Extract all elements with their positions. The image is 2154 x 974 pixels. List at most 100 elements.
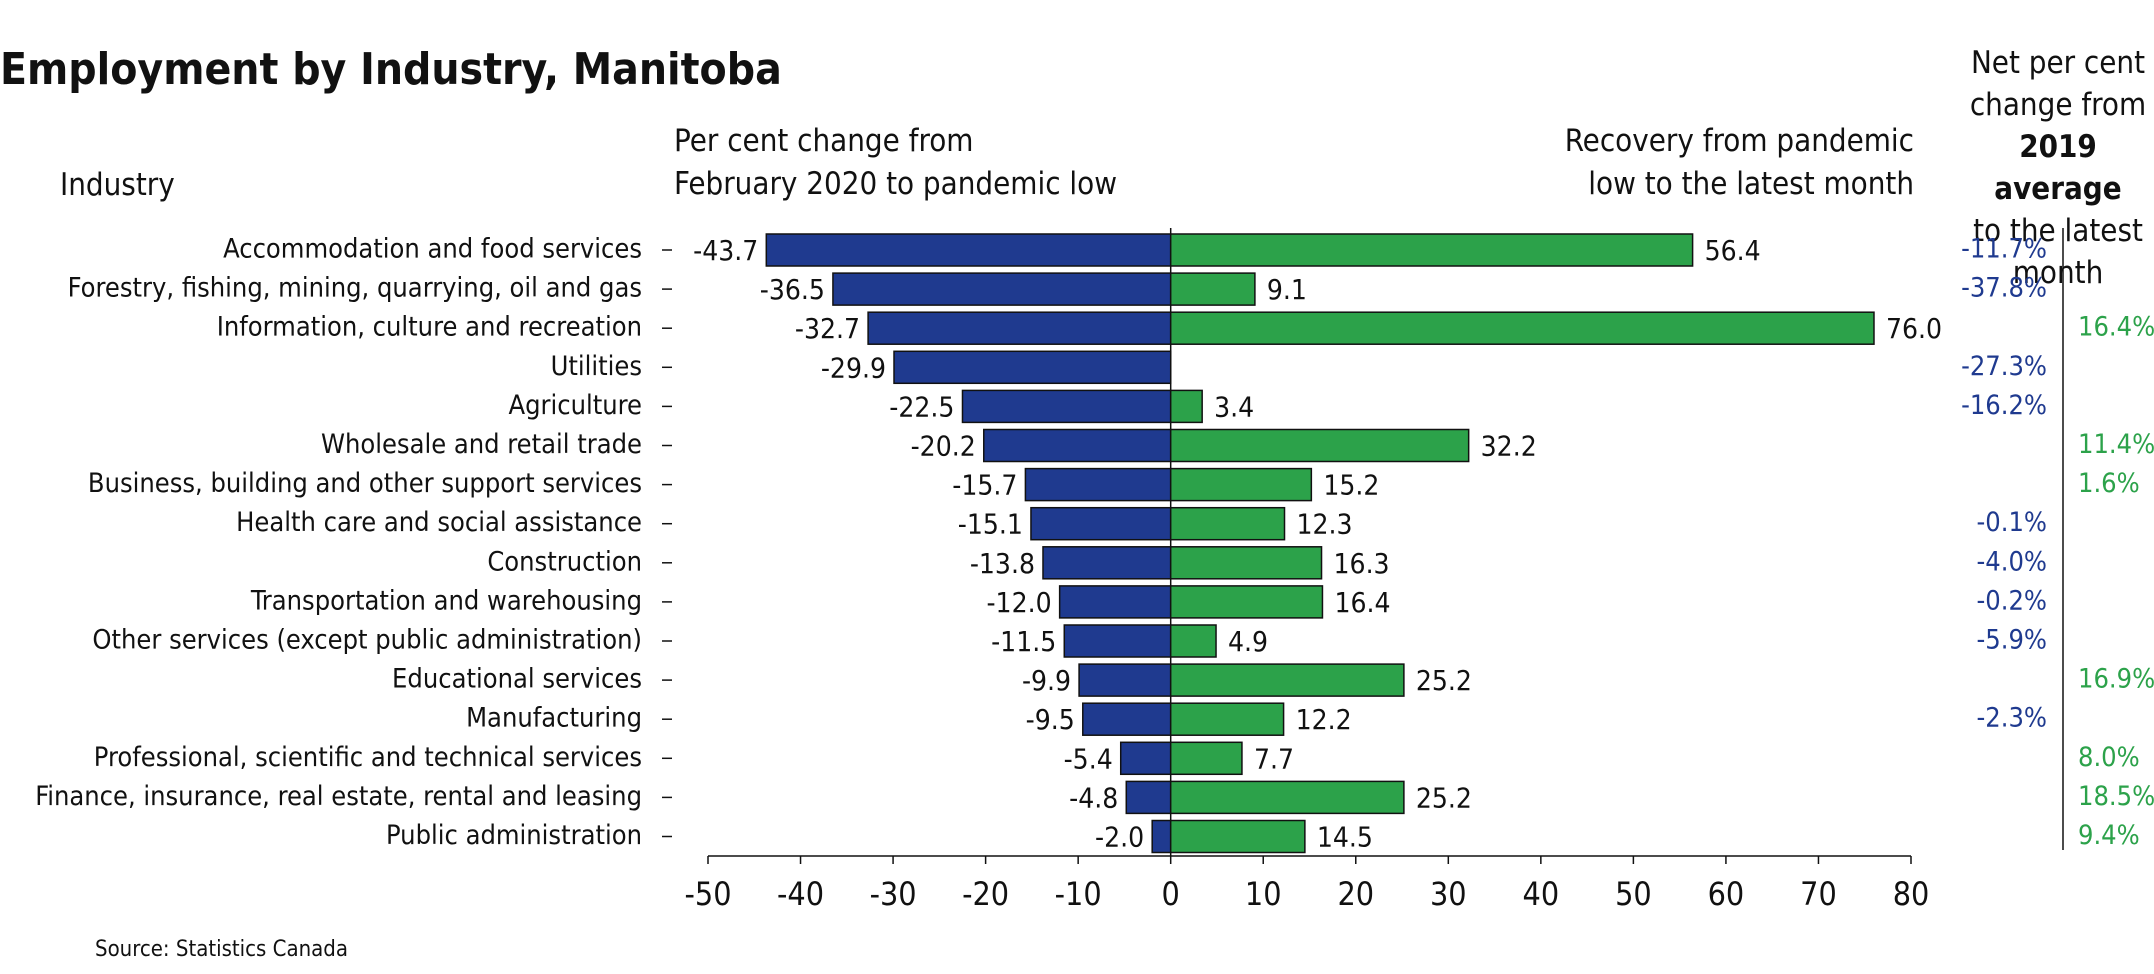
bar	[1082, 702, 1172, 736]
net-change-label: -16.2%	[1961, 390, 2047, 421]
net-change-label: 16.4%	[2078, 312, 2154, 343]
value-label: -20.2	[911, 430, 976, 463]
net-change-label: -5.9%	[1977, 625, 2047, 656]
category-label: Business, building and other support ser…	[88, 468, 642, 499]
value-label: -36.5	[760, 273, 825, 306]
bar	[1024, 467, 1172, 502]
x-tick-label: 10	[1245, 875, 1282, 913]
value-label: 16.3	[1334, 547, 1390, 580]
x-tick-label: -10	[1055, 875, 1102, 913]
bar	[867, 311, 1172, 345]
category-label: Health care and social assistance	[236, 507, 642, 538]
category-label: Information, culture and recreation	[217, 312, 642, 343]
value-label: -9.5	[1026, 703, 1075, 736]
value-label: 15.2	[1323, 469, 1379, 502]
series-header: Recovery from pandemic low to the latest…	[1564, 123, 1914, 202]
value-label: 14.5	[1317, 821, 1373, 854]
net-change-label: -2.3%	[1977, 703, 2047, 734]
x-tick-label: -20	[962, 875, 1009, 913]
bar	[1169, 780, 1405, 815]
value-label: 9.1	[1267, 273, 1307, 306]
category-label: Other services (except public administra…	[92, 625, 642, 656]
net-change-label: 18.5%	[2078, 781, 2154, 812]
x-tick-label: -50	[684, 875, 731, 913]
net-change-label: 9.4%	[2078, 820, 2140, 851]
net-change-label: -37.8%	[1961, 273, 2047, 304]
value-label: 3.4	[1214, 390, 1254, 423]
category-label: Utilities	[551, 351, 642, 382]
value-label: -29.9	[821, 351, 886, 384]
category-label: Accommodation and food services	[223, 234, 642, 265]
value-label: 32.2	[1481, 430, 1537, 463]
value-label: -9.9	[1022, 664, 1071, 697]
value-label: 56.4	[1705, 234, 1761, 267]
category-label: Agriculture	[508, 390, 642, 421]
value-label: -12.0	[986, 586, 1051, 619]
category-header: Industry	[60, 167, 175, 203]
net-change-label: -4.0%	[1977, 546, 2047, 577]
value-label: 76.0	[1886, 312, 1942, 345]
value-label: -43.7	[693, 234, 758, 267]
x-tick-label: 30	[1430, 875, 1467, 913]
bar	[961, 389, 1172, 424]
bar	[1042, 546, 1172, 580]
category-label: Finance, insurance, real estate, rental …	[35, 781, 642, 812]
category-label: Forestry, fishing, mining, quarrying, oi…	[68, 273, 642, 304]
value-label: 4.9	[1228, 625, 1268, 658]
bar	[832, 272, 1172, 306]
bar	[1169, 389, 1203, 424]
x-tick-label: 70	[1800, 875, 1837, 913]
category-label: Public administration	[386, 820, 642, 851]
bar	[1169, 506, 1286, 541]
bar	[1169, 702, 1285, 736]
chart-title: Employment by Industry, Manitoba	[0, 44, 782, 95]
bar	[1169, 819, 1306, 854]
value-label: -13.8	[970, 547, 1035, 580]
net-header: Net per cent change from 2019 average to t…	[1962, 0, 2154, 294]
category-label: Construction	[487, 546, 642, 577]
net-change-label: -27.3%	[1961, 351, 2047, 382]
bar	[1151, 819, 1172, 854]
category-label: Transportation and warehousing	[250, 585, 642, 616]
value-label: 12.3	[1297, 508, 1353, 541]
x-tick-label: 40	[1523, 875, 1560, 913]
category-label: Professional, scientific and technical s…	[94, 742, 642, 773]
value-label: -4.8	[1069, 781, 1118, 814]
bar	[765, 233, 1172, 267]
value-label: -32.7	[795, 312, 860, 345]
value-label: -5.4	[1064, 742, 1113, 775]
x-tick-label: 20	[1337, 875, 1374, 913]
bar	[1169, 272, 1256, 306]
value-label: 25.2	[1416, 664, 1472, 697]
bar	[1063, 624, 1172, 658]
net-change-label: -11.7%	[1961, 234, 2047, 265]
x-tick-label: 60	[1708, 875, 1745, 913]
net-change-label: -0.2%	[1977, 585, 2047, 616]
bar	[1030, 506, 1172, 541]
source: Source: Statistics Canada	[95, 937, 348, 962]
net-change-label: -0.1%	[1977, 507, 2047, 538]
net-header-text: to the latest month	[1973, 213, 2143, 291]
value-label: -15.1	[958, 508, 1023, 541]
bar	[1125, 780, 1172, 815]
bar	[1169, 233, 1694, 267]
bar	[1169, 428, 1470, 463]
bar	[1169, 585, 1324, 619]
bar	[1119, 741, 1172, 776]
value-label: 25.2	[1416, 781, 1472, 814]
value-label: 7.7	[1254, 742, 1294, 775]
category-label: Educational services	[392, 664, 642, 695]
bar	[1058, 585, 1172, 619]
series-header: Per cent change from February 2020 to pa…	[674, 123, 1118, 202]
x-tick-label: 0	[1162, 875, 1180, 913]
x-tick-label: -40	[777, 875, 824, 913]
bar	[1169, 741, 1243, 776]
value-label: -15.7	[952, 469, 1017, 502]
net-change-label: 16.9%	[2078, 664, 2154, 695]
x-tick-label: 80	[1893, 875, 1930, 913]
value-label: -22.5	[889, 390, 954, 423]
bar	[1169, 663, 1405, 697]
category-label: Wholesale and retail trade	[321, 429, 642, 460]
bar	[1169, 546, 1323, 580]
bar	[1169, 624, 1217, 658]
